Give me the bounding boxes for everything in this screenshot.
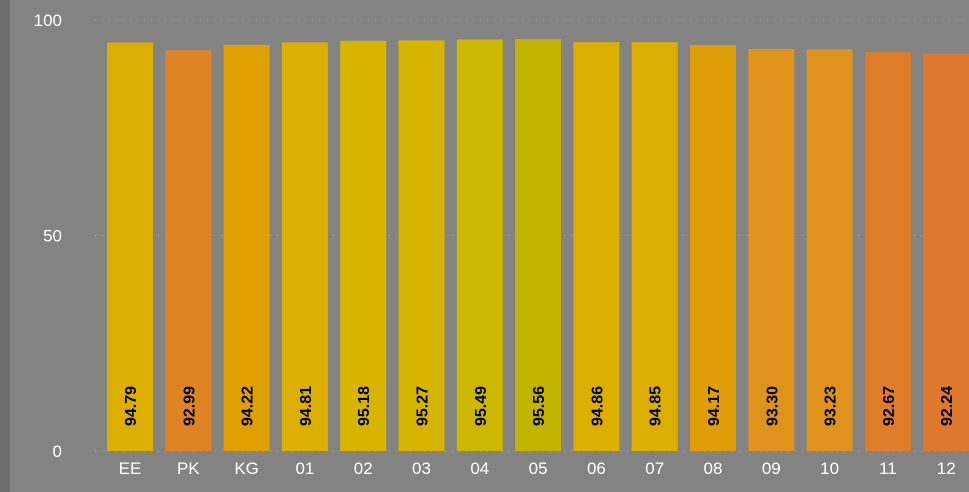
data-label: 95.27 xyxy=(415,386,432,426)
bar xyxy=(748,48,795,451)
y-tick-label: 50 xyxy=(43,227,62,246)
data-label: 92.24 xyxy=(939,386,956,426)
bar xyxy=(923,53,969,452)
y-tick-label: 100 xyxy=(34,11,62,30)
data-label: 92.67 xyxy=(881,386,898,426)
bar xyxy=(515,39,562,451)
bar xyxy=(631,42,678,451)
x-tick-label: 02 xyxy=(354,459,373,478)
data-label: 95.49 xyxy=(473,386,490,426)
x-tick-label: PK xyxy=(177,459,200,478)
bar xyxy=(223,44,270,451)
data-label: 93.30 xyxy=(764,386,781,426)
data-label: 95.56 xyxy=(531,386,548,426)
x-tick-label: 08 xyxy=(704,459,723,478)
x-tick-label: 09 xyxy=(762,459,781,478)
x-tick-label: 11 xyxy=(879,459,897,478)
bar xyxy=(573,42,620,451)
bar xyxy=(398,40,445,452)
bar xyxy=(165,50,212,451)
x-tick-label: EE xyxy=(119,459,142,478)
x-tick-label: KG xyxy=(234,459,259,478)
data-label: 93.23 xyxy=(823,386,840,426)
bar xyxy=(864,51,911,452)
data-label: 94.22 xyxy=(240,386,257,426)
data-label: 94.86 xyxy=(589,386,606,426)
x-tick-label: 10 xyxy=(820,459,839,478)
x-tick-label: 12 xyxy=(937,459,956,478)
data-label: 92.99 xyxy=(181,386,198,426)
bar xyxy=(806,49,853,451)
bar xyxy=(281,42,328,452)
bar xyxy=(107,42,153,451)
bar xyxy=(340,40,387,451)
data-label: 94.79 xyxy=(123,386,140,426)
bar xyxy=(456,39,503,451)
bar xyxy=(690,45,736,452)
data-label: 95.18 xyxy=(356,386,373,426)
y-tick-label: 0 xyxy=(53,442,62,461)
x-tick-label: 01 xyxy=(295,459,314,478)
data-label: 94.81 xyxy=(298,386,315,426)
data-label: 94.17 xyxy=(706,386,723,426)
x-tick-label: 07 xyxy=(645,459,664,478)
data-label: 94.85 xyxy=(648,386,665,426)
x-tick-label: 04 xyxy=(470,459,489,478)
x-tick-label: 03 xyxy=(412,459,431,478)
x-tick-label: 06 xyxy=(587,459,606,478)
x-tick-label: 05 xyxy=(529,459,548,478)
